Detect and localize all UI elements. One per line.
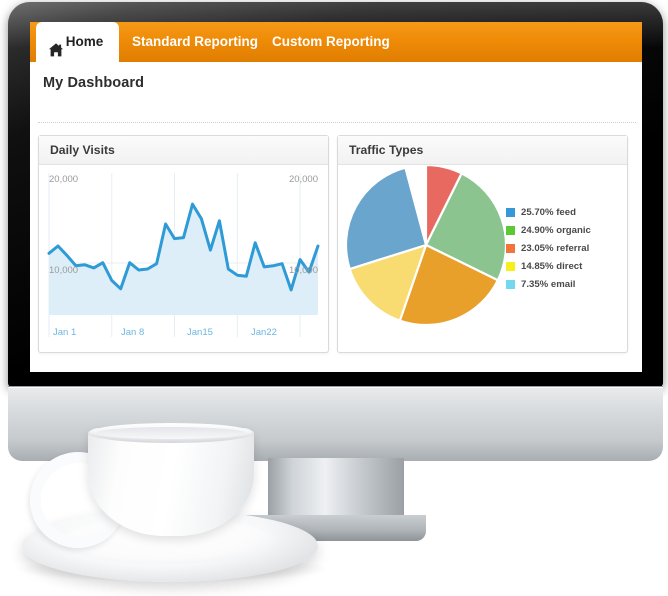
x-axis-tick-jan15: Jan15 bbox=[187, 327, 213, 338]
y-axis-label-top-right: 20,000 bbox=[288, 174, 318, 185]
legend-label-organic: 24.90% organic bbox=[521, 224, 591, 236]
pie-slice-feed[interactable] bbox=[344, 166, 428, 271]
monitor-stand-neck bbox=[268, 458, 404, 520]
line-chart: 20,000 20,000 10,000 10,000 Jan 1 Jan 8 … bbox=[39, 165, 328, 353]
legend-label-email: 7.35% email bbox=[521, 278, 576, 290]
panel-traffic-types-title: Traffic Types bbox=[338, 136, 627, 165]
x-axis-tick-jan8: Jan 8 bbox=[121, 327, 145, 338]
page-title: My Dashboard bbox=[43, 75, 145, 91]
legend-swatch-email bbox=[506, 279, 515, 289]
panel-daily-visits: Daily Visits 20,000 20,000 bbox=[38, 135, 329, 353]
legend-swatch-direct bbox=[506, 261, 515, 271]
pie-slice-referral[interactable] bbox=[398, 243, 500, 327]
home-icon bbox=[48, 34, 64, 57]
tab-standard-reporting[interactable]: Standard Reporting bbox=[132, 22, 258, 62]
x-axis-tick-jan22: Jan22 bbox=[251, 327, 277, 338]
tab-home-label: Home bbox=[65, 34, 104, 49]
legend-item-feed[interactable]: 25.70% feed bbox=[506, 203, 591, 221]
tab-custom-reporting[interactable]: Custom Reporting bbox=[272, 22, 390, 62]
tab-home[interactable]: Home bbox=[36, 22, 119, 62]
legend-label-direct: 14.85% direct bbox=[521, 260, 583, 272]
panel-daily-visits-title: Daily Visits bbox=[39, 136, 328, 165]
tab-custom-reporting-label: Custom Reporting bbox=[272, 34, 390, 49]
monitor-screen: Home Standard Reporting Custom Reporting… bbox=[30, 22, 642, 372]
pie-legend: 25.70% feed 24.90% organic 23.05% referral… bbox=[506, 203, 591, 293]
legend-swatch-organic bbox=[506, 225, 515, 235]
cup-body bbox=[88, 428, 254, 536]
line-chart-svg bbox=[47, 173, 320, 337]
legend-item-organic[interactable]: 24.90% organic bbox=[506, 221, 591, 239]
legend-label-referral: 23.05% referral bbox=[521, 242, 590, 254]
legend-item-email[interactable]: 7.35% email bbox=[506, 275, 591, 293]
y-axis-label-top-left: 20,000 bbox=[49, 174, 79, 185]
title-separator bbox=[38, 122, 636, 123]
tab-standard-reporting-label: Standard Reporting bbox=[132, 34, 259, 49]
panel-traffic-types-body: 25.70% feed 24.90% organic 23.05% referral… bbox=[338, 165, 627, 353]
panel-daily-visits-body: 20,000 20,000 10,000 10,000 Jan 1 Jan 8 … bbox=[39, 165, 328, 353]
pie-slice-organic[interactable] bbox=[424, 171, 508, 282]
x-axis-tick-jan1: Jan 1 bbox=[53, 327, 77, 338]
legend-label-feed: 25.70% feed bbox=[521, 206, 576, 218]
cup-rim-inner bbox=[96, 427, 246, 439]
pie-chart-svg bbox=[344, 165, 508, 327]
legend-item-referral[interactable]: 23.05% referral bbox=[506, 239, 591, 257]
legend-swatch-feed bbox=[506, 207, 515, 217]
legend-item-direct[interactable]: 14.85% direct bbox=[506, 257, 591, 275]
y-axis-label-bottom-left: 10,000 bbox=[49, 265, 79, 276]
app-content: My Dashboard Daily Visits bbox=[30, 62, 642, 372]
legend-swatch-referral bbox=[506, 243, 515, 253]
panel-traffic-types: Traffic Types 25.70% feed 24.90% organic 2… bbox=[337, 135, 628, 353]
app-tabbar: Home Standard Reporting Custom Reporting bbox=[30, 22, 642, 62]
y-axis-label-bottom-right: 10,000 bbox=[288, 265, 318, 276]
